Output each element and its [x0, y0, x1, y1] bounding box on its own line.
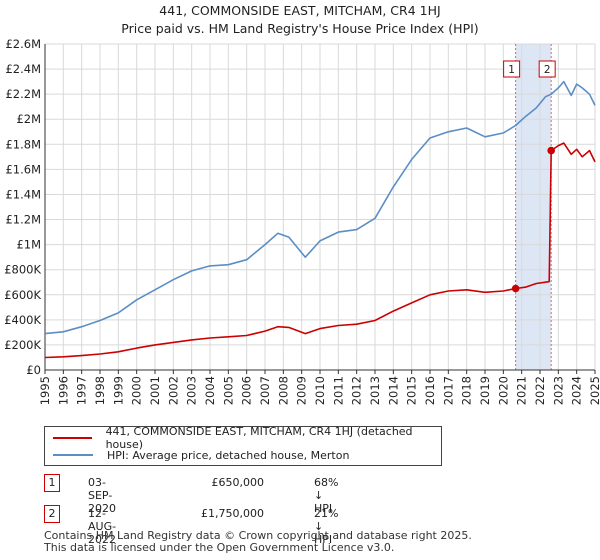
y-tick-label: £1.2M: [5, 213, 41, 227]
x-tick-label: 2007: [258, 376, 272, 405]
y-tick-label: £800K: [4, 263, 41, 277]
chart-title: 441, COMMONSIDE EAST, MITCHAM, CR4 1HJ: [159, 3, 441, 18]
legend-label-hpi: HPI: Average price, detached house, Mert…: [107, 448, 350, 462]
x-tick-label: 2010: [313, 376, 327, 405]
y-tick-label: £600K: [4, 288, 41, 302]
legend-item-hpi: HPI: Average price, detached house, Mert…: [53, 447, 349, 463]
y-tick-label: £0: [26, 363, 41, 377]
x-tick-label: 2002: [166, 376, 180, 405]
x-tick-label: 2016: [423, 376, 437, 405]
marker-label-1: 1: [508, 64, 515, 76]
chart-subtitle: Price paid vs. HM Land Registry's House …: [121, 21, 479, 36]
x-tick-label: 2005: [221, 376, 235, 405]
x-tick-label: 2022: [533, 376, 547, 405]
x-tick-label: 2003: [185, 376, 199, 405]
x-tick-label: 2013: [368, 376, 382, 405]
transaction-date: 12-AUG-2022: [88, 507, 117, 546]
x-tick-label: 2017: [441, 376, 455, 405]
sale-point-2: [547, 146, 555, 155]
footer-attribution: Contains HM Land Registry data © Crown c…: [44, 530, 472, 554]
x-tick-label: 2009: [295, 376, 309, 405]
y-tick-label: £1M: [16, 238, 41, 252]
legend-label-property: 441, COMMONSIDE EAST, MITCHAM, CR4 1HJ (…: [105, 425, 413, 451]
x-tick-label: 2006: [240, 376, 254, 405]
sale-point-1: [511, 284, 520, 293]
y-tick-label: £2M: [16, 112, 41, 126]
x-tick-label: 1998: [93, 376, 107, 405]
transaction-hpi-diff: 21% ↓ HPI: [314, 507, 339, 546]
legend-swatch-hpi: [53, 454, 93, 456]
transaction-price: £1,750,000: [201, 507, 264, 520]
x-tick-label: 2015: [405, 376, 419, 405]
x-tick-label: 2025: [588, 376, 600, 405]
x-tick-label: 2008: [276, 376, 290, 405]
x-tick-label: 2012: [350, 376, 364, 405]
y-tick-label: £2.6M: [5, 37, 41, 51]
transaction-number-badge: 2: [44, 505, 60, 523]
marker-box-2: [538, 60, 556, 78]
x-tick-label: 2024: [570, 376, 584, 405]
transaction-number-badge: 1: [44, 474, 60, 492]
footer-copyright: Contains HM Land Registry data © Crown c…: [44, 529, 472, 542]
marker-box-1: [503, 60, 521, 78]
y-tick-label: £1.4M: [5, 187, 41, 201]
x-tick-label: 2023: [551, 376, 565, 405]
x-tick-label: 2018: [460, 376, 474, 405]
transaction-hpi-diff: 68% ↓ HPI: [314, 476, 339, 515]
highlight-band: [515, 44, 552, 370]
transaction-price: £650,000: [211, 476, 265, 489]
legend-item-property: 441, COMMONSIDE EAST, MITCHAM, CR4 1HJ (…: [53, 425, 441, 451]
y-tick-label: £2.4M: [5, 62, 41, 76]
x-tick-label: 2000: [130, 376, 144, 405]
x-tick-label: 2014: [386, 376, 400, 405]
y-tick-label: £1.6M: [5, 162, 41, 176]
y-tick-label: £2.2M: [5, 87, 41, 101]
y-tick-label: £200K: [4, 338, 41, 352]
x-tick-label: 1999: [111, 376, 125, 405]
price-chart: £0 £200K £400K £600K £800K £1M £1.2M £1.4M £1.6M…: [4, 37, 600, 405]
y-tick-label: £1.8M: [5, 137, 41, 151]
x-tick-label: 2004: [203, 376, 217, 405]
transaction-date: 03-SEP-2020: [88, 476, 116, 515]
x-tick-label: 2021: [515, 376, 529, 405]
series-line-hpi: [44, 80, 596, 335]
x-tick-label: 2019: [478, 376, 492, 405]
chart-legend: 441, COMMONSIDE EAST, MITCHAM, CR4 1HJ (…: [44, 425, 442, 466]
x-tick-label: 1997: [75, 376, 89, 405]
marker-label-2: 2: [544, 64, 551, 76]
legend-swatch-property: [53, 437, 92, 439]
x-tick-label: 1996: [56, 376, 70, 405]
x-tick-label: 2011: [331, 376, 345, 405]
x-tick-label: 2020: [496, 376, 510, 405]
series-line-property: [44, 142, 596, 359]
footer-licence: This data is licensed under the Open Gov…: [44, 541, 395, 554]
x-tick-label: 1995: [38, 376, 52, 405]
y-tick-label: £400K: [4, 313, 41, 327]
x-tick-label: 2001: [148, 376, 162, 405]
